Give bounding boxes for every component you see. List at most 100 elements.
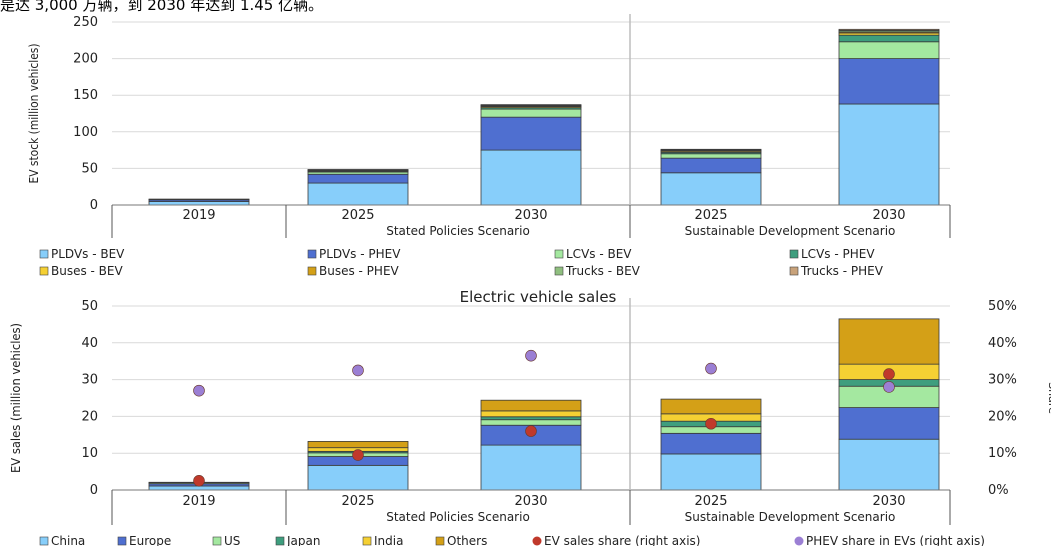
legend-label: Trucks - PHEV <box>800 264 884 278</box>
bar-segment <box>480 416 582 421</box>
ev-stock-chart: 0 50 100 150 200 250 EV stock (million vehicle… <box>27 14 951 278</box>
legend-label: India <box>374 534 403 546</box>
legend-label: Japan <box>286 534 320 546</box>
data-point <box>525 349 537 362</box>
right-tick-label: 20% <box>988 409 1017 424</box>
data-point <box>352 449 364 461</box>
legend-swatch <box>39 536 49 546</box>
legend-swatch <box>212 536 222 546</box>
bar-segment <box>838 34 940 43</box>
bar-segment <box>838 318 940 365</box>
x-tick-label: 2025 <box>341 208 374 223</box>
bar-segment <box>660 432 762 455</box>
legend-label: Europe <box>129 534 171 546</box>
legend-swatch <box>39 266 49 276</box>
right-tick-label: 0% <box>988 483 1009 498</box>
legend-swatch <box>307 266 317 276</box>
legend-label: China <box>51 534 85 546</box>
bar-segment <box>660 148 762 151</box>
bar-segment <box>838 58 940 105</box>
data-point <box>883 381 895 393</box>
group-label: Sustainable Development Scenario <box>685 510 896 524</box>
legend-swatch <box>275 536 285 546</box>
right-tick-label: 10% <box>988 446 1017 461</box>
bar-segment <box>480 108 582 118</box>
y-tick-label: 0 <box>90 483 98 498</box>
data-point <box>352 364 364 377</box>
legend-label: PLDVs - BEV <box>51 247 125 261</box>
legend-label: US <box>224 534 240 546</box>
y-tick-label: 100 <box>73 125 98 140</box>
legend-swatch <box>554 266 564 276</box>
header-text: 是达 3,000 万辆，到 2030 年达到 1.45 亿辆。 <box>0 0 323 14</box>
legend-label: LCVs - PHEV <box>801 247 875 261</box>
legend-swatch <box>789 249 799 259</box>
y-axis-label: EV stock (million vehicles) <box>27 44 41 184</box>
x-tick-label: 2025 <box>341 494 374 509</box>
y-axis-label: EV sales (million vehicles) <box>9 323 23 473</box>
right-tick-label: 40% <box>988 336 1017 351</box>
bar-segment <box>838 28 940 31</box>
bar-segment <box>307 173 409 184</box>
legend-label: EV sales share (right axis) <box>544 534 701 546</box>
legend-swatch <box>39 249 49 259</box>
bar-segment <box>660 153 762 159</box>
legend-label: LCVs - BEV <box>566 247 632 261</box>
x-tick-label: 2030 <box>514 208 547 223</box>
y-tick-label: 200 <box>73 52 98 67</box>
y-tick-label: 150 <box>73 88 98 103</box>
data-point <box>525 425 537 437</box>
bar-segment <box>480 104 582 106</box>
legend-swatch <box>435 536 445 546</box>
x-tick-label: 2025 <box>694 494 727 509</box>
legend-label: PHEV share in EVs (right axis) <box>806 534 985 546</box>
data-point <box>705 417 717 430</box>
right-tick-label: 50% <box>988 299 1017 314</box>
data-point <box>193 474 205 487</box>
legend-swatch <box>362 536 372 546</box>
data-point <box>705 362 717 375</box>
bar-segment <box>660 172 762 206</box>
x-tick-label: 2030 <box>872 208 905 223</box>
y-tick-label: 40 <box>81 336 98 351</box>
legend-label: PLDVs - PHEV <box>319 247 401 261</box>
y-tick-label: 50 <box>81 161 98 176</box>
data-point <box>883 368 895 380</box>
x-tick-label: 2030 <box>514 494 547 509</box>
bar-segment <box>480 410 582 418</box>
bar-segment <box>660 157 762 174</box>
legend-marker <box>794 536 804 546</box>
right-tick-label: 30% <box>988 373 1017 388</box>
bar-segment <box>307 464 409 491</box>
y-tick-label: 30 <box>81 373 98 388</box>
bar-segment <box>480 419 582 426</box>
right-axis-label: Share <box>1046 382 1051 414</box>
legend-swatch <box>307 249 317 259</box>
x-tick-label: 2025 <box>694 208 727 223</box>
legend-label: Buses - BEV <box>51 264 123 278</box>
bar-segment <box>307 182 409 206</box>
legend-label: Trucks - BEV <box>565 264 641 278</box>
legend-label: Others <box>447 534 487 546</box>
group-label: Stated Policies Scenario <box>386 224 530 238</box>
legend-label: Buses - PHEV <box>319 264 400 278</box>
x-tick-label: 2019 <box>182 208 215 223</box>
legend-swatch <box>789 266 799 276</box>
y-tick-label: 10 <box>81 446 98 461</box>
bar-segment <box>480 399 582 412</box>
legend-marker <box>532 536 542 546</box>
bar-segment <box>838 407 940 440</box>
x-tick-label: 2019 <box>182 494 215 509</box>
bar-segment <box>480 116 582 151</box>
y-tick-label: 20 <box>81 409 98 424</box>
group-label: Sustainable Development Scenario <box>685 224 896 238</box>
chart-title: Electric vehicle sales <box>460 288 617 306</box>
data-point <box>193 384 205 397</box>
y-tick-label: 0 <box>90 198 98 213</box>
bar-segment <box>480 444 582 491</box>
group-label: Stated Policies Scenario <box>386 510 530 524</box>
bar-segment <box>660 398 762 415</box>
bar-segment <box>838 41 940 60</box>
